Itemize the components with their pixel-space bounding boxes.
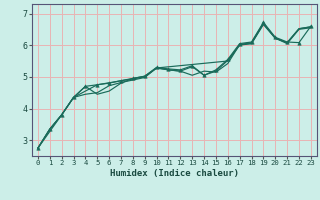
X-axis label: Humidex (Indice chaleur): Humidex (Indice chaleur) — [110, 169, 239, 178]
